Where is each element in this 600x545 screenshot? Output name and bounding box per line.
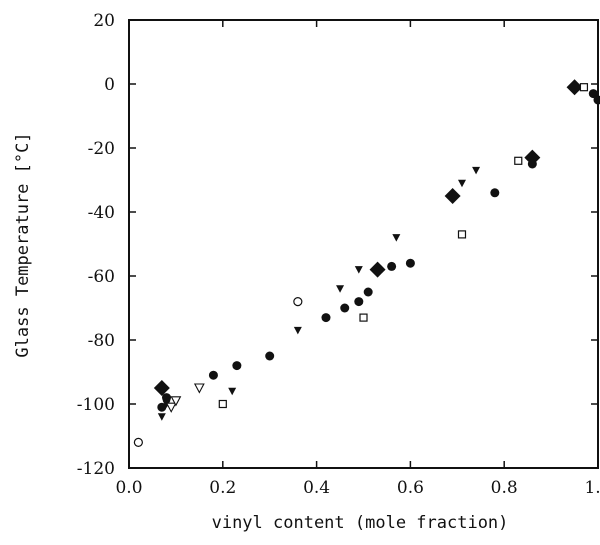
- data-point-circle-open: [134, 438, 142, 446]
- y-tick-label: -20: [88, 139, 115, 159]
- x-tick-label: 1.0: [584, 478, 600, 498]
- data-point-triangle-down-filled: [355, 266, 363, 274]
- x-tick-label: 0.2: [209, 478, 236, 498]
- data-point-triangle-down-filled: [472, 167, 480, 175]
- data-point-triangle-down-filled: [392, 234, 400, 242]
- data-point-circle-filled: [232, 361, 241, 370]
- data-point-square-open: [360, 314, 367, 321]
- y-axis-title: Glass Temperature [°C]: [13, 132, 33, 357]
- x-axis-title: vinyl content (mole fraction): [212, 513, 509, 533]
- data-point-circle-filled: [490, 188, 499, 197]
- data-point-circle-filled: [321, 313, 330, 322]
- data-point-square-open: [458, 231, 465, 238]
- data-point-triangle-down-filled: [228, 388, 236, 396]
- y-tick-label: 20: [93, 11, 115, 31]
- data-point-square-open: [580, 84, 587, 91]
- data-point-circle-filled: [265, 352, 274, 361]
- data-point-triangle-down-filled: [336, 285, 344, 293]
- y-tick-label: 0: [104, 75, 115, 95]
- y-tick-label: -80: [88, 331, 115, 351]
- data-point-circle-filled: [364, 288, 373, 297]
- y-axis: 20 0 -20 -40 -60 -80 -100 -120: [77, 11, 598, 479]
- data-point-triangle-down-filled: [294, 327, 302, 335]
- x-axis: 0.0 0.2 0.4 0.6 0.8 1.0: [115, 20, 600, 498]
- y-tick-label: -120: [77, 459, 115, 479]
- data-point-triangle-down-open: [195, 384, 204, 393]
- x-tick-label: 0.6: [397, 478, 424, 498]
- data-point-circle-open: [294, 298, 302, 306]
- data-point-triangle-down-open: [167, 403, 176, 412]
- data-point-triangle-down-filled: [158, 413, 166, 421]
- x-tick-label: 0.8: [491, 478, 518, 498]
- y-tick-label: -40: [88, 203, 115, 223]
- data-point-diamond-filled: [370, 262, 386, 278]
- data-point-circle-filled: [387, 262, 396, 271]
- data-point-circle-filled: [209, 371, 218, 380]
- data-point-square-open: [515, 157, 522, 164]
- data-point-circle-filled: [340, 304, 349, 313]
- data-point-circle-filled: [354, 297, 363, 306]
- plot-markers: [134, 79, 600, 446]
- data-point-circle-filled: [406, 259, 415, 268]
- x-tick-label: 0.4: [303, 478, 330, 498]
- data-point-triangle-down-filled: [458, 180, 466, 188]
- data-point-square-open: [219, 401, 226, 408]
- data-point-diamond-filled: [445, 188, 461, 204]
- y-tick-label: -100: [77, 395, 115, 415]
- data-point-circle-filled: [528, 160, 537, 169]
- x-tick-label: 0.0: [115, 478, 142, 498]
- y-tick-label: -60: [88, 267, 115, 287]
- plot-frame: [129, 20, 598, 468]
